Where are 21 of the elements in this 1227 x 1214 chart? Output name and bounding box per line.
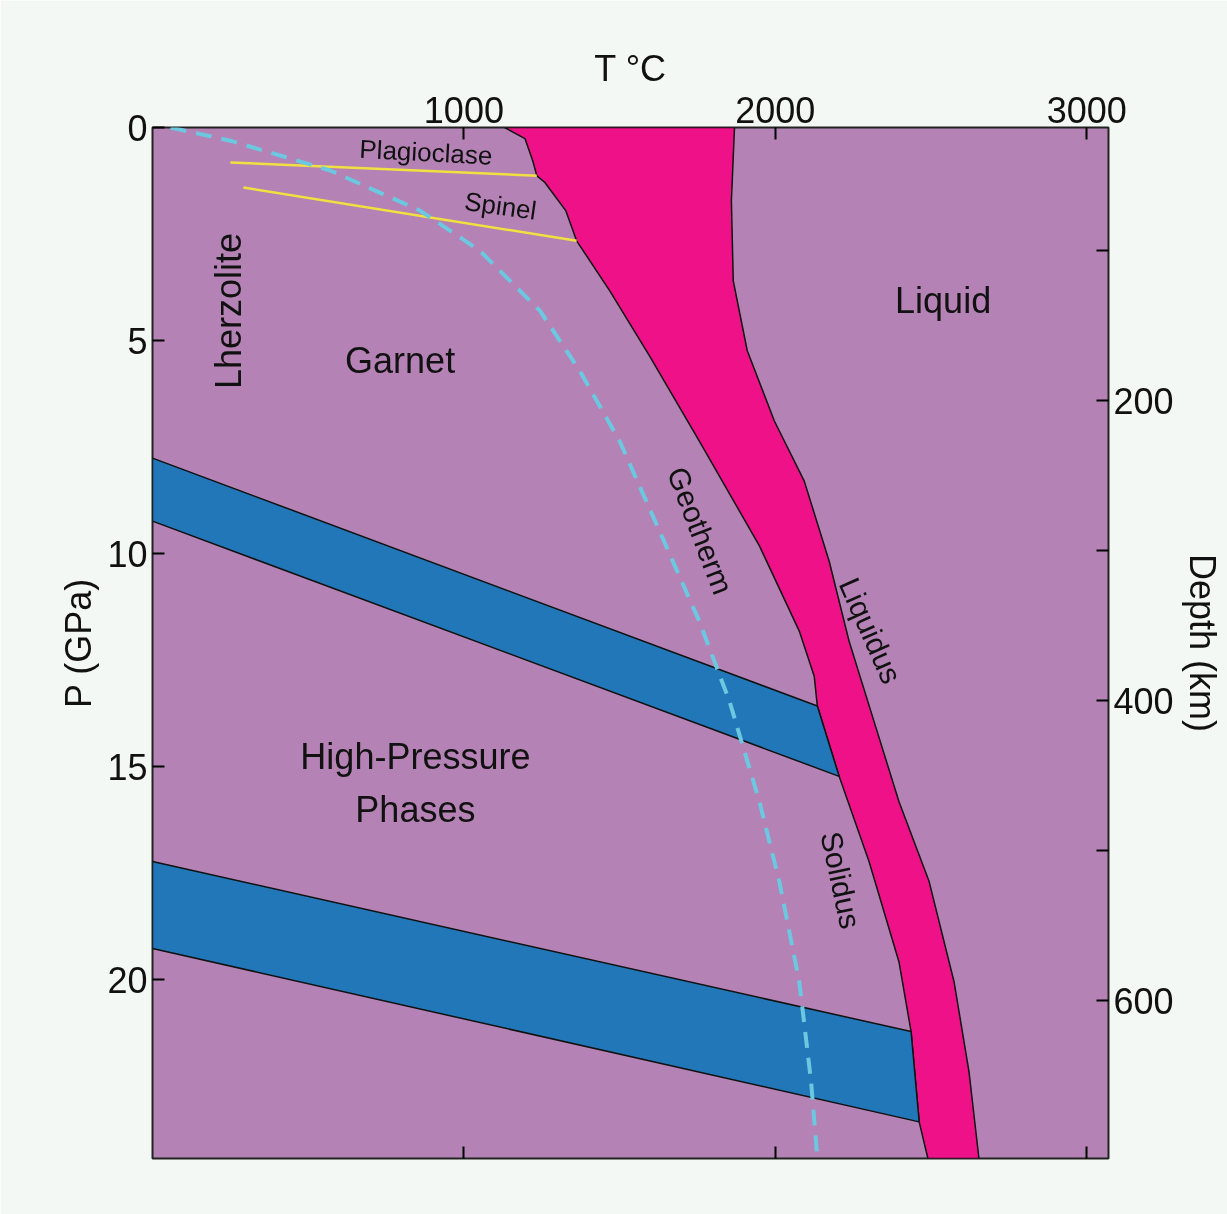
y-tick-label: 20 — [107, 959, 148, 1001]
annotation: Liquid — [895, 280, 992, 322]
y-axis-title: P (GPa) — [58, 578, 100, 709]
x-axis-title: T °C — [594, 47, 667, 89]
x-tick-label: 1000 — [423, 89, 504, 131]
annotation: Solidus — [814, 828, 868, 932]
y2-tick-label: 400 — [1113, 680, 1174, 722]
y2-tick-label: 600 — [1113, 980, 1174, 1022]
annotation: High-Pressure Phases — [300, 736, 531, 831]
x-tick-label: 2000 — [735, 89, 816, 131]
annotation: Spinel — [462, 185, 539, 226]
annotation: Garnet — [345, 340, 456, 382]
y2-tick-label: 200 — [1113, 380, 1174, 422]
y-tick-label: 5 — [127, 320, 148, 362]
annotation: Lherzolite — [207, 232, 249, 390]
y2-axis-title: Depth (km) — [1181, 553, 1223, 733]
x-tick-label: 3000 — [1046, 89, 1127, 131]
y-tick-label: 15 — [107, 746, 148, 788]
y-tick-label: 10 — [107, 533, 148, 575]
annotation: Plagioclase — [358, 133, 494, 171]
y-tick-label: 0 — [127, 107, 148, 149]
